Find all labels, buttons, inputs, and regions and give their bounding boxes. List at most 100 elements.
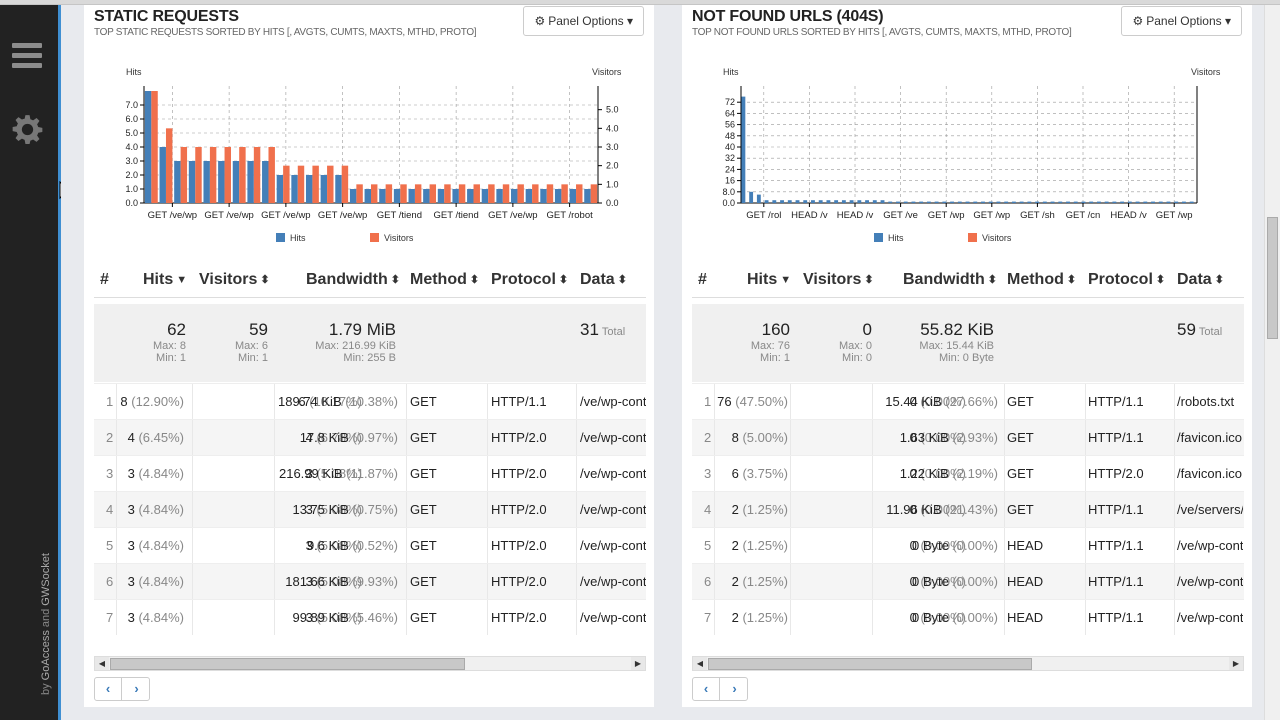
row-rank-value: 5	[704, 538, 712, 553]
scrollbar-thumb[interactable]	[110, 658, 465, 670]
legend-visitors-swatch	[370, 233, 379, 242]
next-page-button[interactable]: ›	[134, 681, 139, 696]
row-data: /ve/wp-conte	[580, 430, 646, 445]
scroll-right-arrow-icon[interactable]: ▶	[1229, 657, 1243, 670]
col-data[interactable]: Data ⬍	[580, 271, 627, 289]
prev-page-button[interactable]: ‹	[693, 678, 720, 700]
row-bandwidth-value: 0 Byte	[912, 574, 949, 589]
bar-hits	[1189, 201, 1194, 203]
panel-options-button[interactable]: ⚙ Panel Options ▾	[523, 6, 644, 36]
row-hits-percent: (1.25%)	[738, 538, 788, 553]
bar-hits	[1066, 201, 1070, 203]
bar-visitors	[297, 165, 305, 203]
col-bandwidth[interactable]: Bandwidth ⬍	[903, 271, 997, 289]
col-visitors[interactable]: Visitors ⬍	[199, 271, 270, 289]
table-row[interactable]: 5 2 (1.25%) 0 (0.00%) 0 Byte (0.00%) HEAD HTT…	[692, 527, 1244, 564]
panel-options-button[interactable]: ⚙ Panel Options ▾	[1121, 6, 1242, 36]
row-hits-value: 3	[127, 466, 135, 481]
scrollbar-thumb[interactable]	[708, 658, 1032, 670]
col-method[interactable]: Method ⬍	[1007, 271, 1076, 289]
column-divider	[714, 564, 715, 600]
col-protocol[interactable]: Protocol ⬍	[491, 271, 568, 289]
row-protocol-value: HTTP/2.0	[491, 574, 547, 589]
bar-hits	[379, 189, 386, 203]
column-divider	[487, 492, 488, 528]
row-method: GET	[410, 574, 437, 589]
row-rank: 6	[704, 574, 711, 589]
table-row[interactable]: 2 8 (5.00%) 0 (0.00%) 1.63 KiB (2.93%) GET HT…	[692, 419, 1244, 456]
summary-hits-max: Max: 76	[750, 340, 790, 352]
credit-goaccess-link[interactable]: GoAccess	[40, 630, 52, 681]
row-bandwidth: 17.8 KiB (0.97%)	[300, 430, 398, 445]
scroll-left-arrow-icon[interactable]: ◀	[693, 657, 707, 670]
x-tick-label: GET /wp	[928, 210, 965, 221]
col-data[interactable]: Data ⬍	[1177, 271, 1224, 289]
row-hits-percent: (6.45%)	[134, 430, 184, 445]
row-method-value: GET	[410, 502, 437, 517]
column-divider	[790, 420, 791, 456]
panel-options-label: Panel Options	[548, 14, 624, 28]
bar-hits	[247, 161, 254, 203]
bar-hits	[1182, 201, 1186, 203]
row-bandwidth: 99.89 KiB (5.46%)	[292, 610, 398, 625]
settings-gear-icon[interactable]	[11, 113, 44, 146]
bar-hits	[159, 147, 166, 203]
left-tick-label: 5.0	[125, 128, 138, 138]
credit-gwsocket-link[interactable]: GWSocket	[40, 553, 52, 606]
bar-hits	[888, 201, 893, 203]
row-method-value: GET	[410, 394, 437, 409]
col-protocol[interactable]: Protocol ⬍	[1088, 271, 1165, 289]
row-data-value: /favicon.ico	[1177, 466, 1243, 481]
scroll-left-arrow-icon[interactable]: ◀	[95, 657, 109, 670]
next-page-button[interactable]: ›	[732, 681, 737, 696]
table-row[interactable]: 1 76 (47.50%) 0 (0.00%) 15.44 KiB (27.66%) G…	[692, 383, 1244, 420]
bar-hits	[849, 200, 854, 203]
horizontal-scrollbar[interactable]: ◀ ▶	[94, 656, 646, 671]
col-hits[interactable]: Hits ▼	[747, 271, 791, 289]
row-data: /ve/wp-conte	[1177, 538, 1243, 553]
row-hits: 3 (4.84%)	[128, 574, 184, 589]
pagination: ‹ ›	[94, 677, 150, 701]
bar-hits	[203, 161, 210, 203]
row-bandwidth: 0 Byte (0.00%)	[912, 610, 998, 625]
page-vertical-scrollbar[interactable]	[1264, 5, 1280, 720]
row-bandwidth-value: 216.99 KiB	[278, 466, 343, 481]
column-divider	[1174, 492, 1175, 528]
col-method[interactable]: Method ⬍	[410, 271, 479, 289]
row-visitors-value: 3	[305, 538, 313, 553]
prev-page-button[interactable]: ‹	[95, 678, 122, 700]
table-body: 1 76 (47.50%) 0 (0.00%) 15.44 KiB (27.66%) G…	[692, 383, 1244, 635]
column-divider	[576, 528, 577, 564]
column-divider	[487, 528, 488, 564]
horizontal-scrollbar[interactable]: ◀ ▶	[692, 656, 1244, 671]
x-tick-label: HEAD /v	[837, 210, 874, 221]
hamburger-menu-icon[interactable]	[12, 43, 42, 73]
row-rank-value: 4	[704, 502, 712, 517]
table-row[interactable]: 7 2 (1.25%) 0 (0.00%) 0 Byte (0.00%) HEAD HTT…	[692, 599, 1244, 635]
table-row[interactable]: 6 2 (1.25%) 0 (0.00%) 0 Byte (0.00%) HEAD HTT…	[692, 563, 1244, 600]
row-hits: 3 (4.84%)	[128, 466, 184, 481]
row-method: GET	[410, 466, 437, 481]
table-row[interactable]: 4 2 (1.25%) 0 (0.00%) 11.96 KiB (21.43%) GET…	[692, 491, 1244, 528]
left-tick-label: 64	[725, 108, 735, 118]
column-divider	[116, 528, 117, 564]
bar-hits	[364, 189, 371, 203]
col-bandwidth[interactable]: Bandwidth ⬍	[306, 271, 400, 289]
col-hits[interactable]: Hits ▼	[143, 271, 187, 289]
col-visitors[interactable]: Visitors ⬍	[803, 271, 874, 289]
column-divider	[872, 600, 873, 635]
legend-visitors-swatch	[968, 233, 977, 242]
table-row[interactable]: 3 6 (3.75%) 0 (0.00%) 1.22 KiB (2.19%) GET HT…	[692, 455, 1244, 492]
column-divider	[192, 420, 193, 456]
page-scrollbar-thumb[interactable]	[1267, 217, 1278, 339]
bar-hits	[841, 200, 846, 203]
row-hits-value: 76	[717, 394, 732, 409]
scroll-right-arrow-icon[interactable]: ▶	[631, 657, 645, 670]
